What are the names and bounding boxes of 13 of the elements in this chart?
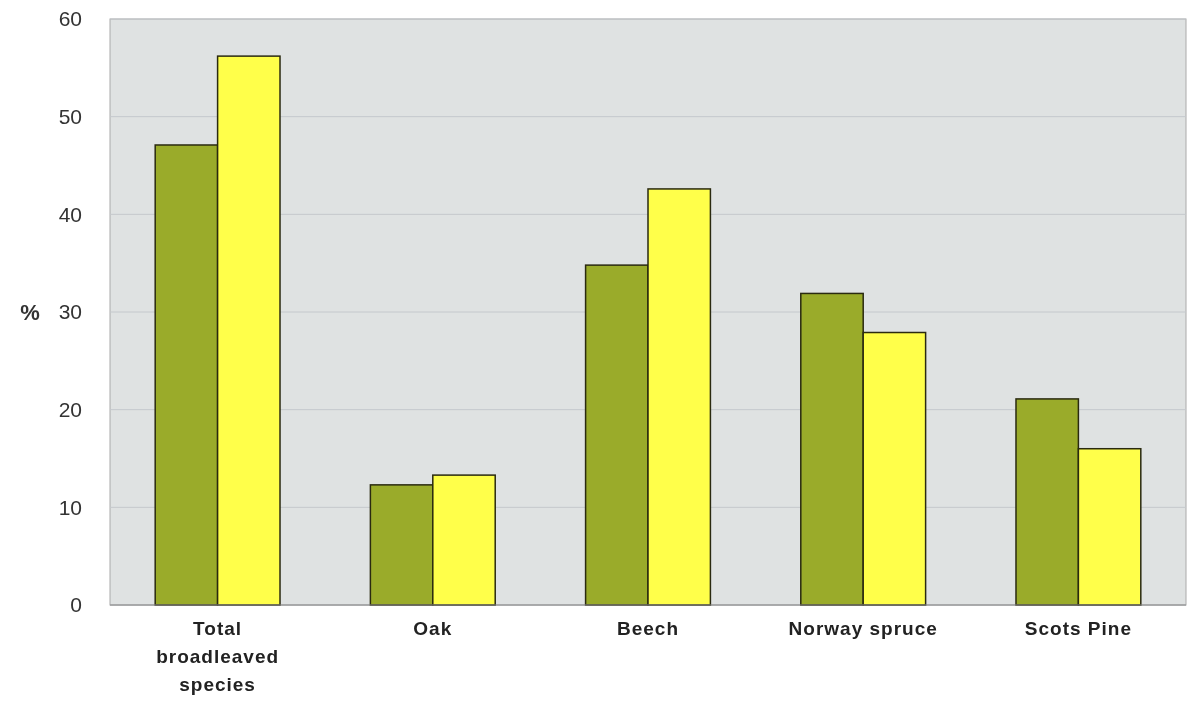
y-tick-label: 10 [58, 495, 82, 519]
y-tick-label: 0 [70, 593, 82, 617]
x-tick-label: Scots Pine [1024, 618, 1132, 639]
x-tick-label: Total broadleaved species [156, 618, 280, 695]
y-axis-title: % [20, 299, 40, 325]
y-tick-label: 40 [58, 202, 82, 226]
x-tick-label: Oak [413, 618, 453, 639]
y-tick-label: 20 [58, 398, 82, 422]
y-tick-label: 50 [58, 105, 82, 129]
y-tick-label: 30 [58, 300, 82, 324]
x-tick-label: Norway spruce [788, 618, 938, 639]
x-tick-label: Beech [616, 618, 680, 639]
y-tick-label: 60 [58, 7, 82, 31]
